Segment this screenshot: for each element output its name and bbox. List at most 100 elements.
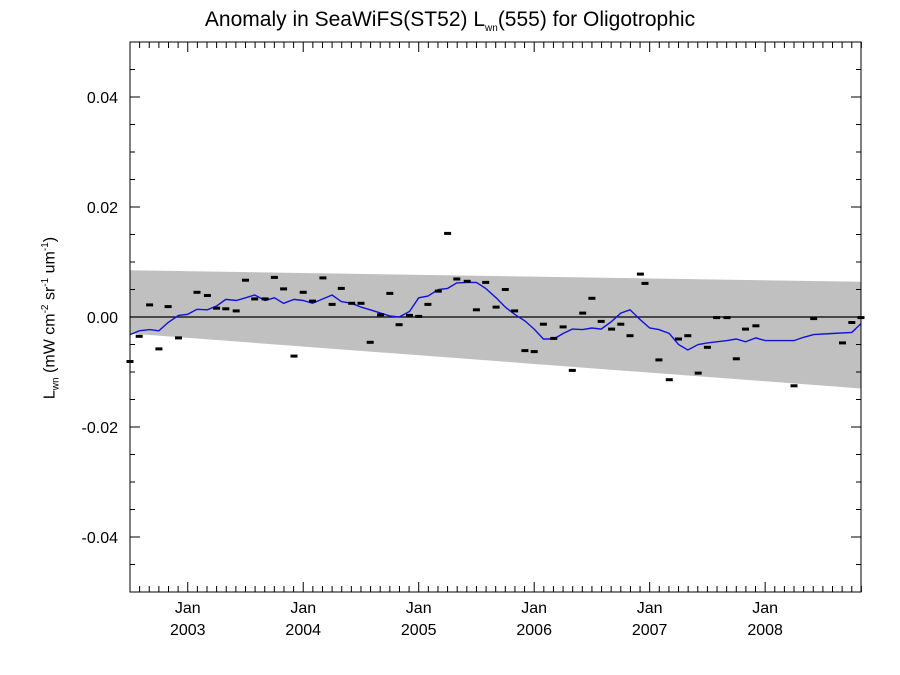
data-point-59 — [703, 345, 711, 349]
data-point-23 — [357, 301, 365, 305]
ylabel-exp1: -2 — [40, 304, 51, 314]
running-mean-line — [129, 281, 862, 351]
ylabel-mid1: sr — [41, 286, 59, 305]
ylabel-exp2: -1 — [40, 277, 51, 287]
data-point-36 — [482, 280, 490, 284]
chart-title-sub: wn — [485, 23, 498, 35]
data-point-19 — [319, 276, 327, 280]
data-point-53 — [641, 281, 649, 285]
data-point-50 — [617, 322, 625, 326]
data-point-48 — [597, 319, 605, 323]
data-point-55 — [665, 378, 673, 382]
data-point-3 — [155, 347, 163, 351]
data-point-14 — [270, 275, 278, 279]
data-point-9 — [222, 307, 230, 311]
monthly-anomaly-points — [126, 231, 865, 388]
chart-title-pre: Anomaly in SeaWiFS(ST52) L — [204, 8, 486, 31]
y-tick-label-3: -0.02 — [82, 420, 119, 437]
x-axis: Jan 2003 Jan 2004 Jan 2005 Jan 2006 Jan 2007 Jan 20… — [129, 42, 862, 639]
data-point-21 — [337, 286, 345, 290]
chart-title-post: (555) for Oligotrophic — [497, 8, 696, 31]
data-point-2 — [146, 303, 154, 307]
data-point-60 — [713, 316, 721, 320]
data-point-16 — [290, 354, 298, 358]
data-point-13 — [261, 297, 269, 301]
data-point-67 — [839, 341, 846, 345]
x-tick-year-0: 2003 — [170, 622, 206, 639]
running-mean-path — [129, 281, 862, 351]
data-point-41 — [530, 350, 538, 354]
data-point-45 — [568, 368, 576, 372]
data-point-22 — [348, 301, 356, 305]
y-tick-label-4: -0.04 — [82, 530, 119, 547]
x-tick-year-4: 2007 — [632, 622, 668, 639]
data-point-6 — [193, 290, 201, 294]
data-point-49 — [608, 327, 616, 331]
data-point-40 — [521, 349, 529, 353]
data-point-26 — [386, 291, 394, 295]
data-point-8 — [213, 306, 221, 310]
data-point-29 — [415, 314, 423, 318]
data-point-35 — [472, 308, 480, 312]
y-tick-label-2: 0.00 — [87, 310, 118, 327]
data-point-25 — [377, 313, 385, 317]
data-point-1 — [135, 334, 143, 338]
x-tick-month-4: Jan — [637, 600, 663, 617]
data-point-38 — [501, 288, 509, 291]
y-axis: 0.04 0.02 0.00 -0.02 -0.04 — [82, 41, 861, 593]
data-point-37 — [492, 305, 500, 309]
data-point-7 — [203, 294, 211, 297]
ylabel-unit-pre: (mW cm — [41, 313, 59, 378]
x-tick-year-1: 2004 — [285, 622, 321, 639]
ylabel-L-sub: wn — [50, 377, 62, 391]
x-tick-month-3: Jan — [521, 600, 547, 617]
chart-title: Anomaly in SeaWiFS(ST52) Lwn(555) for Ol… — [0, 8, 900, 34]
data-point-52 — [636, 272, 644, 276]
data-point-24 — [366, 340, 374, 344]
x-tick-month-0: Jan — [175, 600, 201, 617]
data-point-57 — [684, 334, 692, 338]
x-tick-month-2: Jan — [406, 600, 432, 617]
ylabel-mid2: um — [41, 251, 59, 278]
data-point-32 — [444, 231, 452, 235]
data-point-56 — [675, 337, 682, 341]
y-tick-label-0: 0.04 — [87, 90, 118, 107]
data-point-39 — [511, 309, 519, 313]
data-point-64 — [752, 324, 760, 328]
data-point-34 — [463, 279, 471, 283]
ylabel-L: L — [41, 390, 59, 400]
ylabel-close: ) — [41, 236, 59, 243]
data-point-65 — [790, 384, 798, 388]
data-point-20 — [328, 302, 336, 306]
data-point-28 — [406, 313, 413, 317]
data-point-18 — [309, 299, 316, 303]
x-tick-month-1: Jan — [290, 600, 316, 617]
data-point-47 — [588, 296, 596, 300]
x-tick-year-5: 2008 — [747, 622, 783, 639]
x-tick-year-2: 2005 — [401, 622, 437, 639]
data-point-51 — [626, 334, 634, 338]
data-point-11 — [242, 278, 249, 282]
data-point-4 — [164, 305, 172, 309]
data-point-58 — [694, 371, 702, 375]
data-point-31 — [434, 289, 442, 293]
data-point-17 — [299, 290, 307, 294]
data-point-62 — [732, 357, 740, 361]
data-point-33 — [453, 277, 461, 281]
data-point-27 — [395, 323, 403, 327]
data-point-46 — [579, 311, 587, 315]
data-point-30 — [424, 302, 432, 306]
uncertainty-band — [130, 270, 861, 389]
data-point-43 — [550, 336, 558, 340]
y-axis-label: Lwn (mW cm-2 sr-1 um-1) — [40, 237, 62, 399]
data-point-66 — [810, 317, 818, 321]
data-point-54 — [655, 358, 663, 362]
data-point-68 — [848, 321, 856, 324]
band-polygon — [130, 270, 861, 389]
data-point-63 — [742, 327, 749, 331]
data-point-5 — [175, 336, 182, 340]
data-point-12 — [251, 297, 259, 301]
data-point-42 — [539, 322, 547, 326]
data-point-44 — [559, 325, 567, 329]
